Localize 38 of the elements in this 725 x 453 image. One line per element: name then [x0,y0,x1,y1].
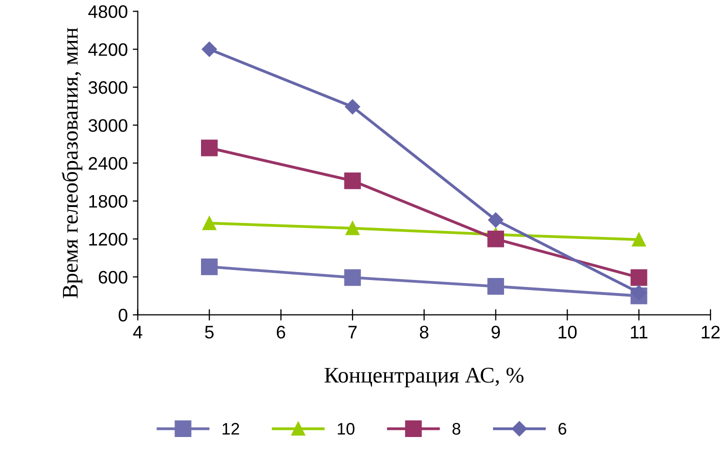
x-tick-label: 8 [420,326,428,339]
point [488,212,504,228]
y-tick-label: 2400 [88,157,128,170]
x-tick-label: 7 [348,326,357,338]
x-tick-label: 11 [630,326,648,338]
legend-label: 10 [338,422,354,435]
point [202,216,216,230]
point [344,269,361,286]
y-tick-label: 1800 [89,194,128,208]
point [487,278,504,295]
y-tick-label: 600 [98,270,128,284]
y-tick-label: 1200 [89,232,128,246]
point [344,172,361,190]
y-tick-label: 4200 [88,43,128,56]
point [344,99,360,114]
x-tick-label: 9 [492,326,500,339]
y-tick-label: 0 [118,308,128,322]
point [202,42,217,57]
point [632,232,646,247]
y-tick-label: 3600 [88,81,128,94]
y-tick-label: 3000 [88,119,128,132]
x-tick-label: 10 [558,326,577,339]
legend-label: 6 [558,422,566,435]
legend-label: 8 [452,422,460,435]
y-tick-label: 4800 [88,5,128,18]
x-tick-label: 12 [702,326,720,338]
point [630,269,648,286]
y-axis-title: Время гелеобразования, мин [62,28,82,298]
point [487,230,504,248]
x-tick-label: 6 [276,326,286,339]
point [346,221,360,236]
point [201,258,218,276]
point [201,140,218,156]
legend-label: 12 [222,422,240,435]
x-tick-label: 4 [133,326,142,338]
point [631,285,646,300]
x-tick-label: 5 [205,326,214,339]
x-axis-title: Концентрация АС, % [324,368,524,388]
